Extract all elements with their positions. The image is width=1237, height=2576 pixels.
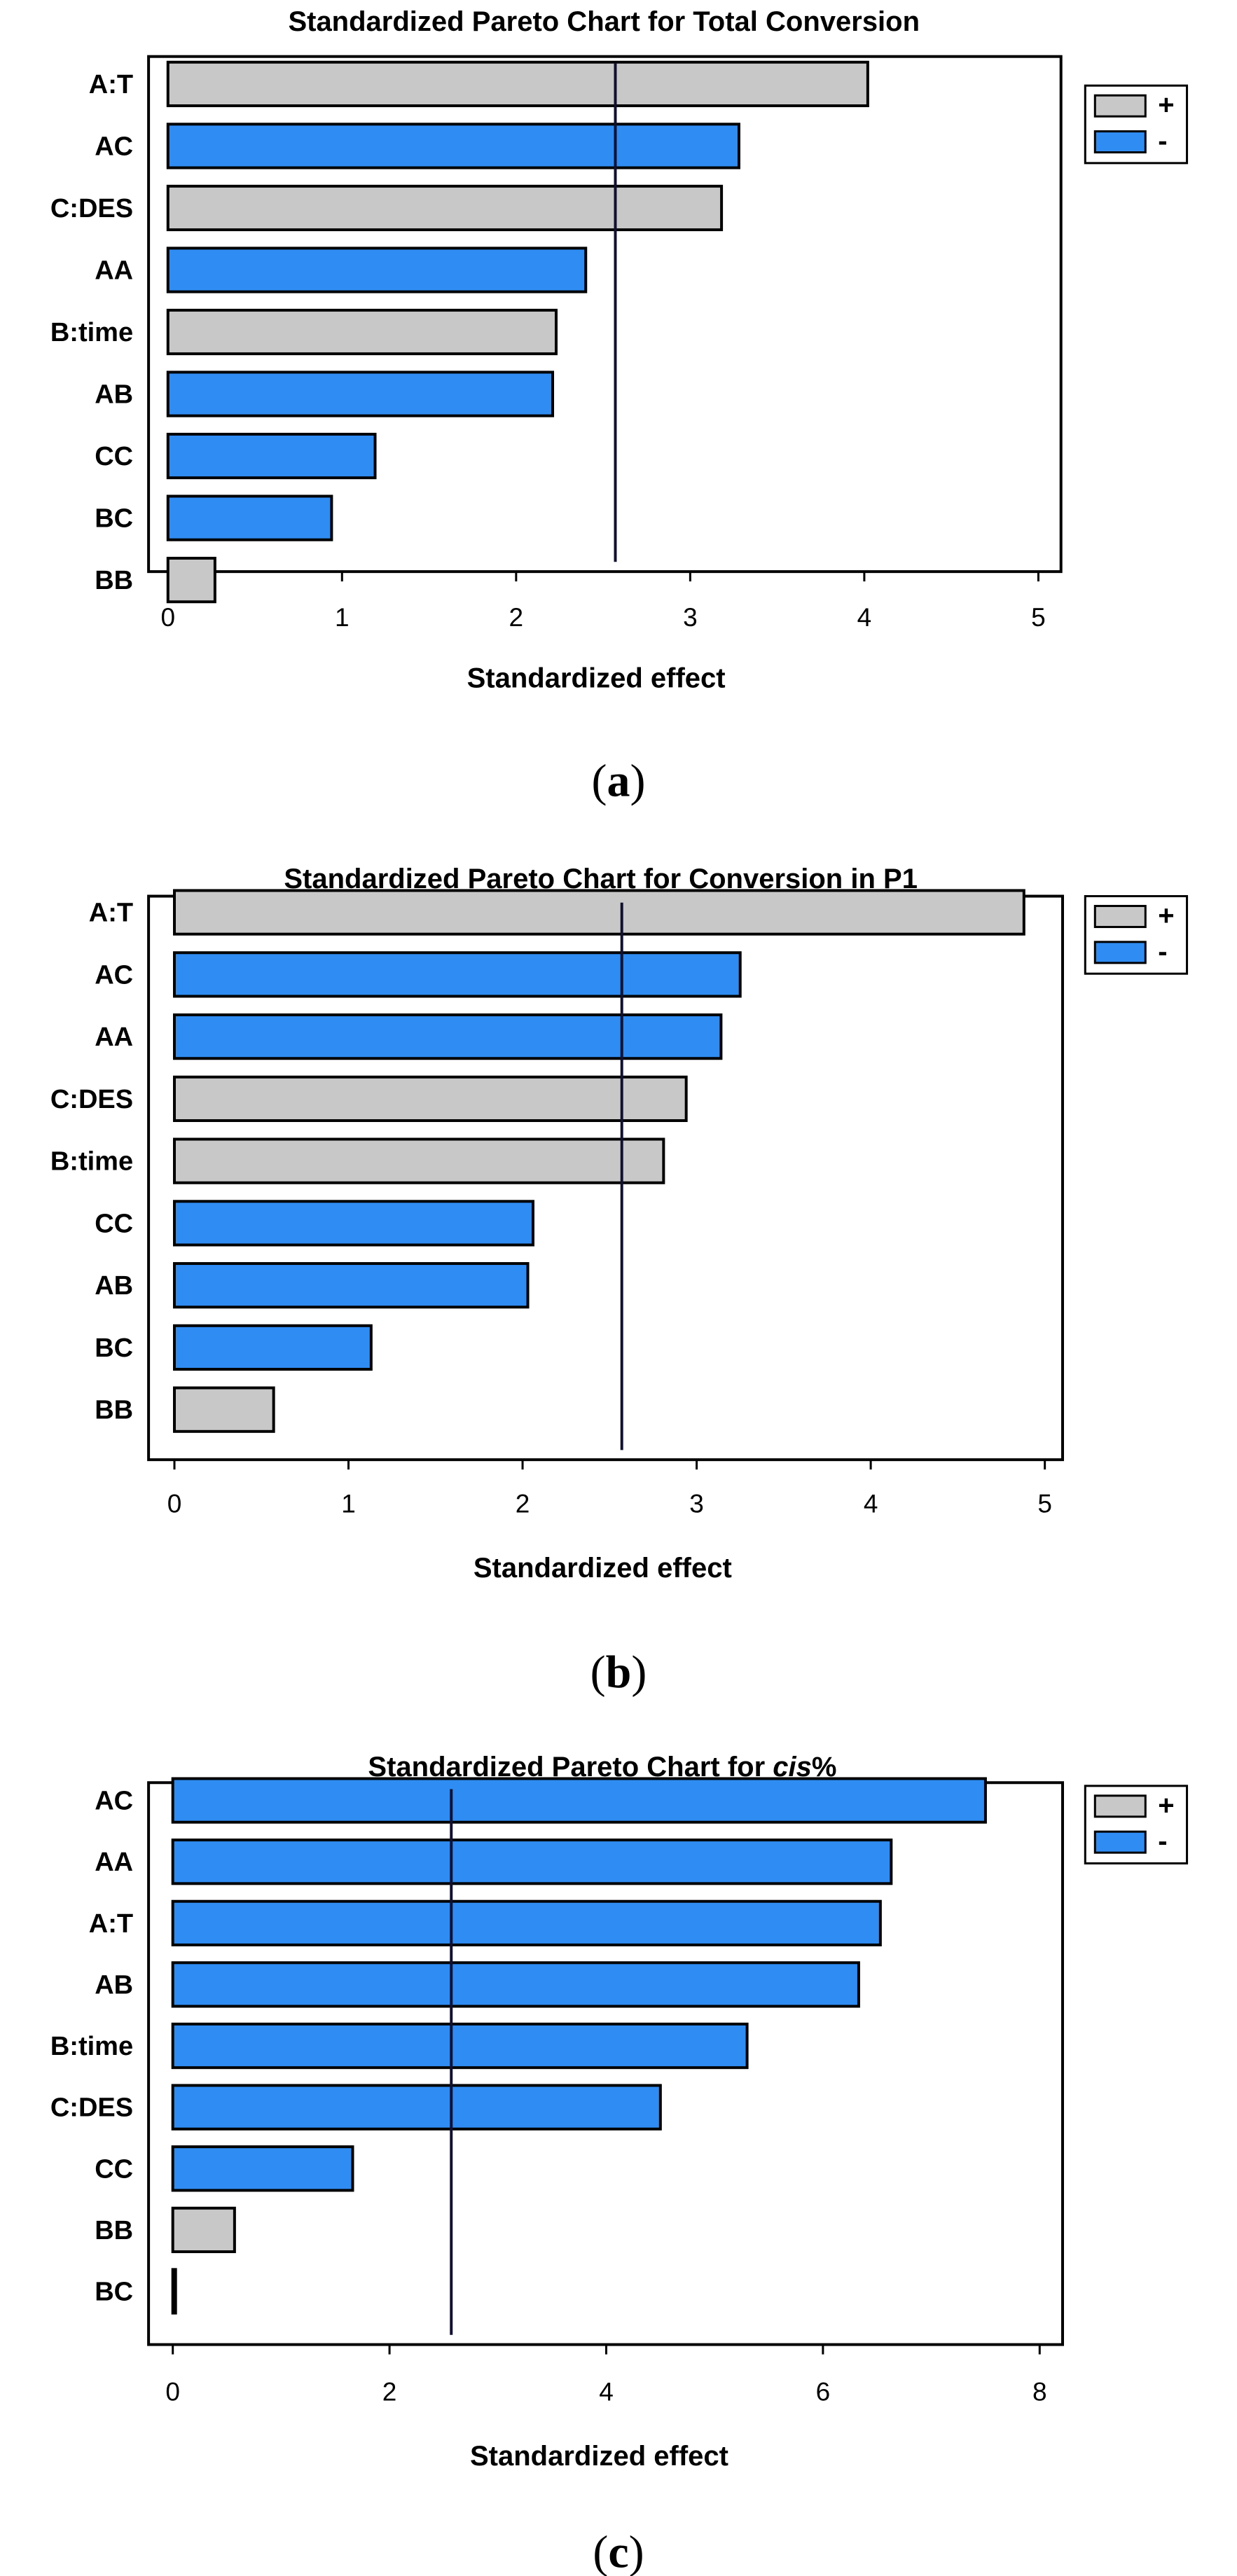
category-label: AC [95, 132, 133, 161]
x-tick-label: 6 [816, 2378, 831, 2407]
bar-ab [171, 1961, 860, 2008]
category-label: AA [95, 1023, 133, 1052]
legend-label: - [1158, 126, 1167, 157]
bar-b-time [166, 308, 558, 356]
x-tick-label: 5 [1031, 603, 1046, 632]
bar-a-t [166, 60, 869, 108]
bar-c-des [172, 1075, 688, 1123]
x-axis-label: Standardized effect [474, 1553, 732, 1584]
bar-aa [171, 1838, 893, 1885]
category-label: AC [95, 960, 133, 990]
legend-swatch [1093, 1794, 1147, 1818]
x-tick-label: 1 [341, 1490, 356, 1518]
figure-caption: (b) [590, 1647, 647, 1698]
x-tick-label: 0 [160, 603, 175, 632]
bar-bb [166, 557, 216, 604]
x-axis-label: Standardized effect [467, 663, 726, 694]
legend-swatch [1093, 94, 1147, 118]
legend-swatch [1093, 905, 1147, 929]
bar-cc [166, 432, 377, 480]
category-label: C:DES [50, 2093, 133, 2123]
category-label: AC [95, 1787, 133, 1816]
chart-b: Standardized Pareto Chart for Conversion… [50, 864, 1189, 1698]
bar-bb [171, 2206, 236, 2253]
bar-b-time [171, 2022, 749, 2070]
bar-c-des [166, 184, 724, 232]
caption-letter: b [606, 1647, 632, 1698]
bar-bc [166, 494, 333, 541]
category-label: CC [95, 442, 133, 471]
legend-label: - [1158, 936, 1167, 967]
x-tick-label: 2 [382, 2378, 397, 2407]
bar-a-t [172, 889, 1025, 936]
category-label: BC [95, 1334, 133, 1363]
bar-ab [166, 371, 555, 417]
bar-ac [172, 951, 742, 998]
category-label: BC [95, 504, 133, 534]
x-tick-label: 0 [167, 1490, 182, 1518]
x-tick-label: 3 [683, 603, 698, 632]
legend-label: + [1158, 1790, 1174, 1821]
category-label: BB [95, 566, 133, 595]
legend-swatch [1093, 941, 1147, 964]
bar-ac [166, 123, 740, 169]
category-label: CC [95, 2154, 133, 2184]
category-label: CC [95, 1209, 133, 1238]
category-label: C:DES [50, 194, 133, 223]
category-label: C:DES [50, 1085, 133, 1114]
category-label: BC [95, 2277, 133, 2306]
caption-letter: c [608, 2527, 628, 2576]
x-tick-label: 4 [599, 2378, 614, 2407]
x-tick-label: 4 [864, 1490, 878, 1518]
chart-title: Standardized Pareto Chart for Total Conv… [288, 6, 920, 37]
category-label: A:T [89, 70, 133, 99]
bar-a-t [171, 1899, 882, 1946]
plot-frame [147, 55, 1063, 574]
x-tick-label: 2 [516, 1490, 530, 1518]
bar-aa [166, 247, 588, 293]
category-label: A:T [89, 899, 133, 928]
figure-caption: (c) [593, 2527, 644, 2576]
bar-bb [172, 1386, 275, 1433]
chart-a: Standardized Pareto Chart for Total Conv… [50, 6, 1189, 807]
category-label: AB [95, 1271, 133, 1301]
bar-bc [171, 2268, 177, 2315]
category-label: B:time [50, 2032, 133, 2061]
x-tick-label: 1 [335, 603, 350, 632]
x-tick-label: 5 [1037, 1490, 1052, 1518]
category-label: B:time [50, 1147, 133, 1177]
figure-caption: (a) [592, 756, 646, 807]
bar-b-time [172, 1137, 665, 1184]
bar-aa [172, 1013, 723, 1060]
legend-label: - [1158, 1826, 1167, 1857]
category-label: AA [95, 1848, 133, 1877]
category-label: BB [95, 2216, 133, 2245]
bar-ac [171, 1777, 987, 1824]
x-axis-label: Standardized effect [470, 2441, 728, 2472]
category-label: BB [95, 1396, 133, 1425]
x-tick-label: 3 [689, 1490, 704, 1518]
caption-letter: a [607, 756, 630, 807]
chart-c: Standardized Pareto Chart for cis%ACAAA:… [50, 1752, 1189, 2576]
x-tick-label: 0 [165, 2378, 180, 2407]
x-tick-label: 8 [1032, 2378, 1047, 2407]
category-label: B:time [50, 318, 133, 347]
bar-cc [172, 1200, 534, 1247]
category-label: AB [95, 1970, 133, 2000]
category-label: AA [95, 256, 133, 285]
legend-label: + [1158, 901, 1174, 932]
legend-label: + [1158, 90, 1174, 120]
bar-ab [172, 1262, 530, 1309]
legend-swatch [1093, 1830, 1147, 1854]
legend-swatch [1093, 130, 1147, 154]
bar-cc [171, 2145, 354, 2192]
category-label: A:T [89, 1909, 133, 1939]
bar-bc [172, 1324, 373, 1371]
bar-c-des [171, 2084, 662, 2131]
x-tick-label: 2 [509, 603, 524, 632]
category-label: AB [95, 380, 133, 410]
x-tick-label: 4 [857, 603, 872, 632]
